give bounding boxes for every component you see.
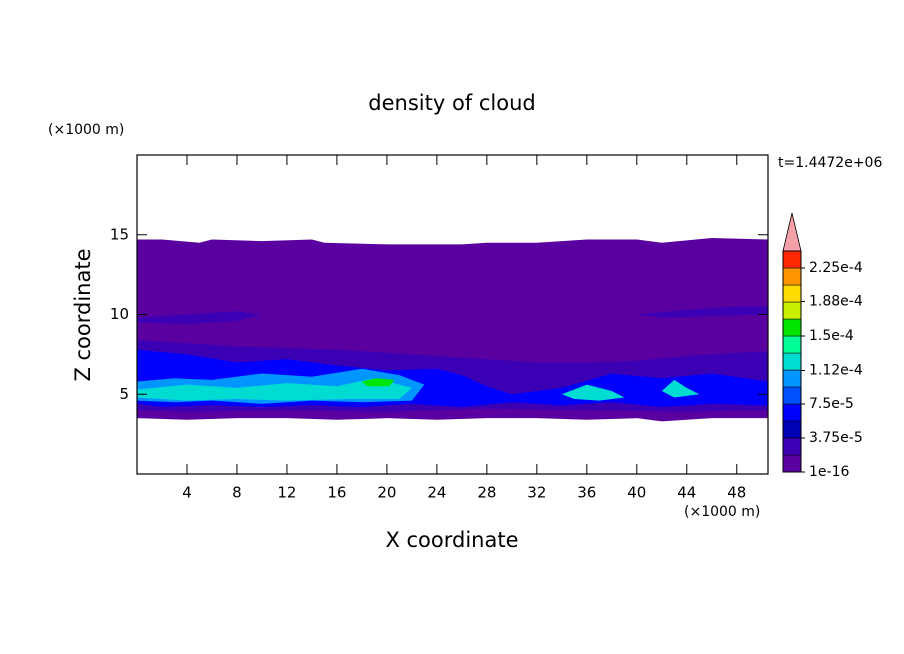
x-tick-label: 32 — [527, 484, 546, 502]
colorbar-extend — [782, 212, 802, 252]
x-tick-label: 8 — [232, 484, 242, 502]
colorbar-label: 1.12e-4 — [809, 362, 863, 378]
y-unit: (×1000 m) — [48, 122, 124, 138]
colorbar-band — [782, 386, 802, 405]
colorbar-label: 1e-16 — [809, 464, 849, 480]
x-tick-label: 28 — [477, 484, 496, 502]
x-unit: (×1000 m) — [684, 504, 760, 520]
x-tick-label: 44 — [677, 484, 696, 502]
colorbar-label: 1.5e-4 — [809, 328, 854, 344]
y-axis-label: Z coordinate — [71, 248, 95, 381]
x-axis-label: X coordinate — [385, 528, 518, 552]
y-tick-label: 5 — [119, 385, 129, 403]
contour-region — [137, 311, 262, 325]
contour-region — [661, 379, 700, 398]
colorbar-frame — [782, 250, 802, 473]
colorbar-band — [782, 403, 802, 422]
colorbar-band — [782, 454, 802, 473]
x-tick-label: 24 — [427, 484, 446, 502]
contour-region — [636, 306, 768, 318]
x-tick-label: 40 — [627, 484, 646, 502]
colorbar-band — [782, 352, 802, 371]
colorbar-label: 7.5e-5 — [809, 396, 854, 412]
contour-region — [561, 384, 625, 401]
colorbar-label: 3.75e-5 — [809, 430, 863, 446]
y-tick-label: 10 — [110, 305, 129, 323]
x-tick-label: 48 — [727, 484, 746, 502]
colorbar-band — [782, 267, 802, 286]
colorbar-band — [782, 369, 802, 388]
colorbar-label: 2.25e-4 — [809, 260, 863, 276]
x-tick-label: 36 — [577, 484, 596, 502]
chart-title: density of cloud — [368, 91, 535, 115]
colorbar-band — [782, 437, 802, 456]
colorbar-band — [782, 420, 802, 439]
plot-area — [137, 237, 768, 422]
colorbar-band — [782, 318, 802, 337]
x-tick-label: 16 — [327, 484, 346, 502]
time-label: t=1.4472e+06 — [778, 155, 882, 171]
y-tick-label: 15 — [110, 225, 129, 243]
colorbar-label: 1.88e-4 — [809, 294, 863, 310]
contour-region — [361, 378, 395, 387]
colorbar-band — [782, 284, 802, 303]
colorbar-band — [782, 250, 802, 269]
x-tick-label: 4 — [182, 484, 192, 502]
x-tick-label: 20 — [377, 484, 396, 502]
x-tick-label: 12 — [277, 484, 296, 502]
colorbar-band — [782, 301, 802, 320]
colorbar-band — [782, 335, 802, 354]
contour-region — [137, 378, 412, 401]
